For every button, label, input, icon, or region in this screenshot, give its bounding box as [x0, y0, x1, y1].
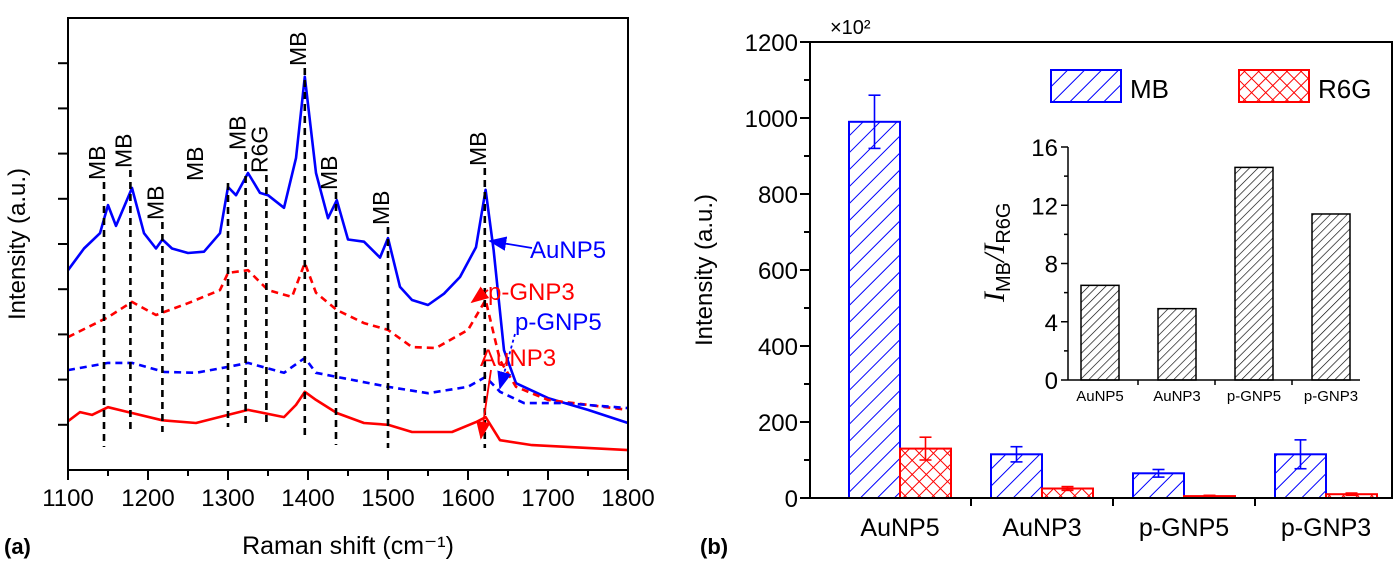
spectrum-line-aunp5: [66, 75, 629, 425]
x-tick-label: 1100: [42, 485, 94, 512]
series-label-p-gnp3: p-GNP3: [488, 279, 575, 306]
peak-label: R6G: [246, 126, 272, 173]
spectrum-line-p-gnp3: [67, 261, 629, 412]
inset-bar-aunp3: [1157, 307, 1197, 381]
y-tick-label: 1200: [745, 30, 798, 57]
y-tick-label: 400: [758, 334, 798, 361]
peak-label: MB: [110, 134, 136, 169]
peak-label: MB: [285, 32, 311, 67]
x-tick-label: 1500: [361, 485, 414, 512]
inset-x-tick-label: p-GNP3: [1304, 388, 1358, 405]
legend-swatch-r6g: [1238, 69, 1310, 103]
series-label-aunp3: AuNP3: [480, 345, 556, 372]
y-axis-label-b: Intensity (a.u.): [691, 194, 718, 346]
x-tick-label: 1300: [201, 485, 254, 512]
legend-b: MB R6G: [1050, 69, 1371, 104]
peak-label: MB: [368, 191, 394, 226]
panel-label-b: (b): [700, 534, 728, 559]
peak-label: MB: [142, 186, 168, 221]
inset-ratio-chart: 0 4 8 12 16 AuNP5 AuNP3 p-GNP5 p-GNP3 IMB/IR6G: [978, 135, 1360, 405]
peak-label: MB: [225, 116, 251, 151]
inset-y-tick-label: 8: [1045, 252, 1058, 279]
series-label-p-gnp5: p-GNP5: [515, 309, 602, 336]
series-pointer-arrow: [476, 369, 492, 440]
x-tick-label: AuNP5: [860, 514, 939, 542]
inset-y-tick-label: 16: [1031, 135, 1058, 162]
inset-bar-aunp5: [1080, 284, 1120, 381]
inset-y-tick-label: 0: [1045, 368, 1058, 395]
inset-x-tick-label: p-GNP5: [1227, 388, 1281, 405]
panel-b-bar-chart: 0 200 400 600 800 1000 1200 AuNP5 AuNP3 p-GNP5 p-G…: [691, 17, 1393, 559]
y-tick-label: 200: [758, 410, 798, 437]
y-multiplier: ×10²: [830, 17, 871, 39]
y-axis-label-a: Intensity (a.u.): [4, 168, 31, 320]
inset-y-tick-label: 12: [1031, 193, 1058, 220]
spectrum-line-aunp3: [67, 390, 629, 452]
bar-mb-aunp5: [848, 120, 901, 500]
inset-y-tick-label: 4: [1045, 310, 1058, 337]
y-tick-label: 800: [758, 182, 798, 209]
peak-label: MB: [316, 156, 342, 191]
series-label-aunp5: AuNP5: [530, 237, 606, 264]
inset-x-tick-label: AuNP5: [1076, 388, 1124, 405]
x-tick-label: AuNP3: [1002, 514, 1081, 542]
x-tick-label: 1200: [121, 485, 174, 512]
spectrum-line-p-gnp5: [67, 356, 629, 410]
x-tick-label: 1600: [441, 485, 494, 512]
series-pointer-arrow: [488, 236, 533, 251]
y-tick-label: 0: [785, 486, 798, 513]
x-axis-label-a: Raman shift (cm⁻¹): [242, 532, 454, 560]
legend-swatch-mb: [1050, 69, 1122, 103]
y-tick-label: 1000: [745, 106, 798, 133]
legend-label-r6g: R6G: [1318, 74, 1371, 104]
x-tick-label: 1400: [281, 485, 334, 512]
legend-label-mb: MB: [1130, 74, 1169, 104]
inset-bar-p-gnp3: [1311, 213, 1351, 381]
x-tick-label: 1700: [521, 485, 574, 512]
peak-label: MB: [182, 147, 208, 182]
inset-y-axis-label: IMB/IR6G: [978, 203, 1015, 303]
inset-x-tick-label: AuNP3: [1153, 388, 1201, 405]
x-tick-label: p-GNP5: [1139, 514, 1229, 542]
inset-bar-p-gnp5: [1234, 166, 1274, 381]
panel-label-a: (a): [4, 534, 31, 559]
peak-label: MB: [84, 146, 110, 181]
x-tick-label: 1800: [601, 485, 654, 512]
y-tick-label: 600: [758, 258, 798, 285]
x-tick-label: p-GNP3: [1281, 514, 1371, 542]
peak-label: MB: [465, 132, 491, 167]
